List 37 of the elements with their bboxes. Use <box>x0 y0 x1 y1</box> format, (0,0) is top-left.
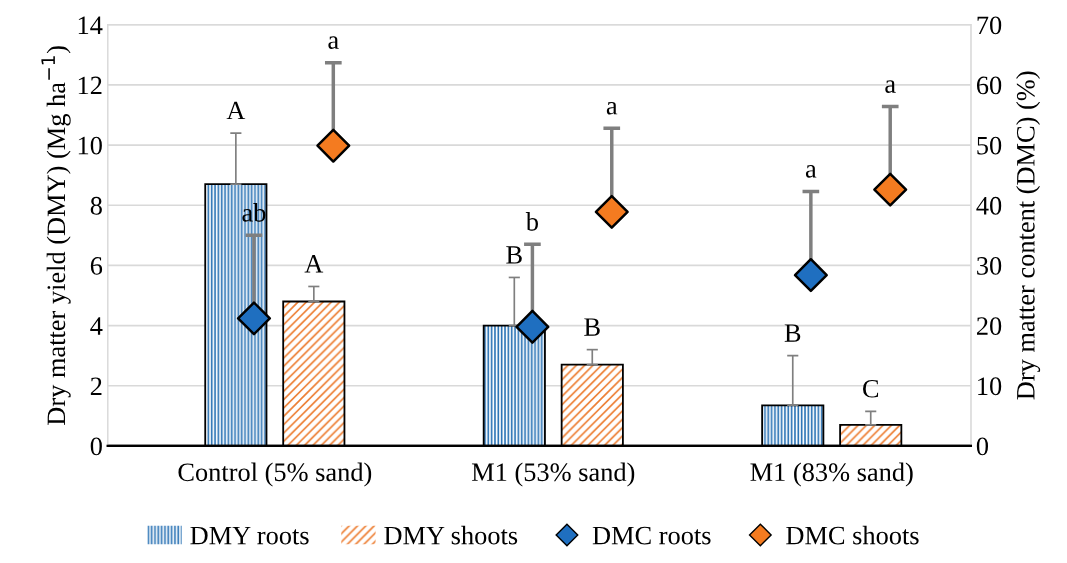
y2-tick-label: 40 <box>976 196 1002 215</box>
data-label: B <box>584 318 600 336</box>
y2-tick-label: 0 <box>976 437 989 456</box>
y-tick-label: 0 <box>90 437 102 456</box>
y2-tick-label: 70 <box>977 16 1002 35</box>
x-tick-label: M1 (53% sand) <box>471 462 635 487</box>
data-label: a <box>805 165 817 178</box>
legend-label: DMC shoots <box>786 525 919 545</box>
y2-tick-label: 50 <box>977 136 1002 155</box>
y-tick-label: 6 <box>90 257 103 275</box>
data-label: b <box>525 212 538 231</box>
data-label: a <box>328 36 339 49</box>
data-label: a <box>606 101 618 115</box>
data-label: ab <box>242 203 266 222</box>
data-label: a <box>885 80 896 93</box>
data-label: C <box>863 379 879 398</box>
y-tick-label: 2 <box>90 377 102 395</box>
y-axis-title: Dry matter yield (DMY) (Mg ha$^{−1}$) <box>41 46 71 425</box>
y-tick-label: 14 <box>78 16 103 34</box>
y2-axis-title: Dry matter content (DMC) (%) <box>1016 71 1041 400</box>
data-label: A <box>304 255 324 273</box>
data-label: B <box>506 246 522 264</box>
legend-label: DMY roots <box>190 526 309 545</box>
y2-tick-label: 60 <box>976 76 1002 95</box>
data-label: B <box>784 324 801 342</box>
x-tick-label: Control (5% sand) <box>178 462 372 487</box>
y-tick-label: 10 <box>78 136 102 155</box>
y2-tick-label: 10 <box>978 377 1002 396</box>
x-tick-label: M1 (83% sand) <box>750 462 913 487</box>
y-tick-label: 12 <box>78 76 102 95</box>
data-label: A <box>226 101 246 120</box>
y-tick-label: 8 <box>90 196 102 215</box>
y2-tick-label: 30 <box>977 257 1002 275</box>
y2-tick-label: 20 <box>976 317 1002 335</box>
legend-label: DMC roots <box>592 526 711 545</box>
legend-label: DMY shoots <box>384 525 518 545</box>
y-tick-label: 4 <box>90 317 103 335</box>
